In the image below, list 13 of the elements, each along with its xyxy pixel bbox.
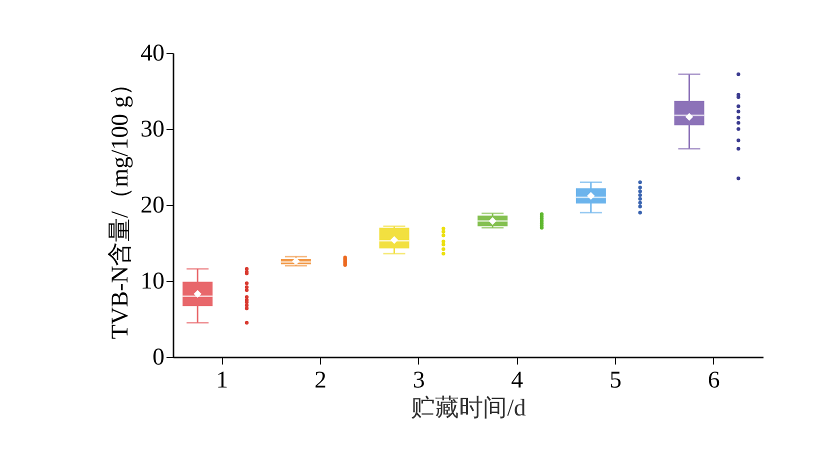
y-tick-label: 30	[140, 116, 164, 142]
y-axis-title: TVB-N含量/（mg/100 g）	[108, 72, 134, 340]
y-tick-label: 20	[140, 192, 164, 218]
y-tick-label: 40	[140, 40, 164, 66]
x-tick-label: 3	[412, 368, 425, 394]
x-tick-label: 2	[314, 368, 326, 394]
x-axis-title: 贮藏时间/d	[411, 396, 526, 422]
x-tick-label: 4	[511, 368, 524, 394]
x-tick-label: 6	[708, 368, 720, 394]
y-tick-label: 0	[152, 344, 164, 370]
x-tick-label: 1	[216, 368, 228, 394]
x-tick-label: 5	[610, 368, 622, 394]
y-tick-label: 10	[140, 268, 164, 294]
